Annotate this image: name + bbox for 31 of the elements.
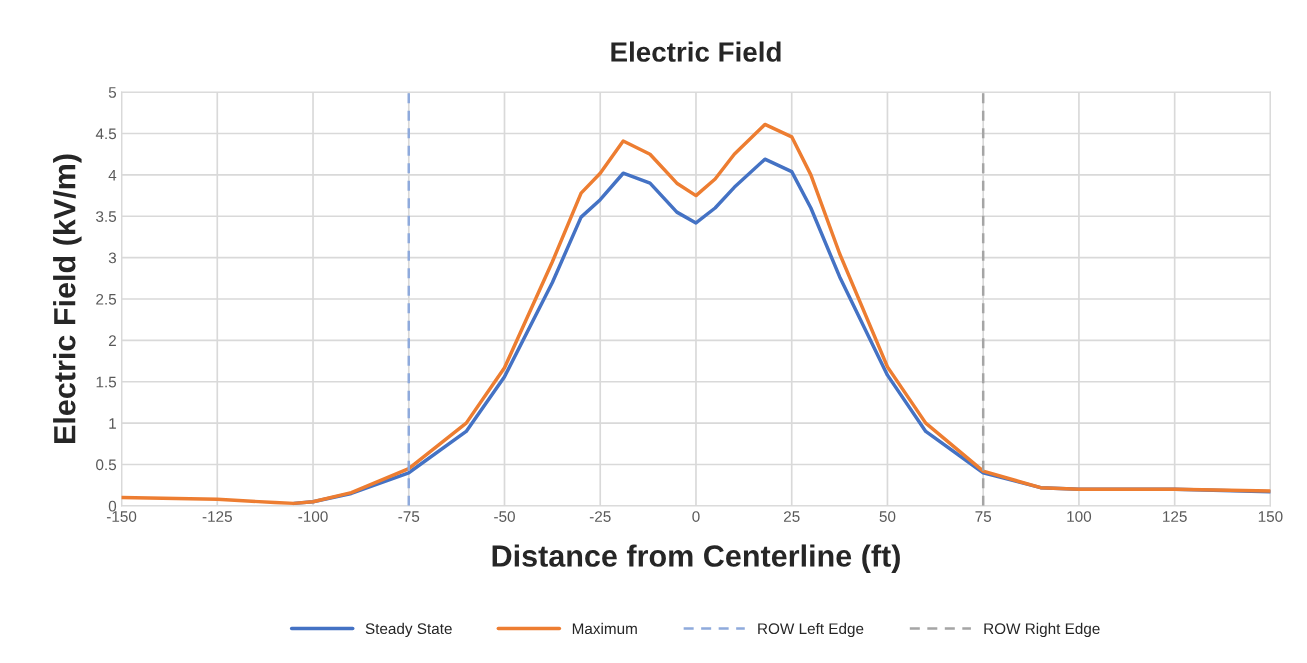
y-tick-label: 3 (108, 252, 117, 264)
x-tick-label: -100 (298, 511, 328, 522)
y-tick-label: 2.5 (96, 293, 117, 305)
x-tick-label: 125 (1163, 511, 1187, 522)
y-tick-label: 2 (108, 335, 116, 346)
y-tick-label: 0 (108, 500, 117, 512)
x-tick-label: 25 (783, 511, 800, 522)
x-tick-label: -25 (589, 511, 611, 522)
legend-label: Steady State (365, 622, 452, 638)
x-tick-label: 0 (692, 511, 700, 522)
x-tick-label: 150 (1258, 511, 1283, 522)
y-tick-label: 4.5 (95, 128, 117, 140)
y-tick-label: 4 (108, 169, 117, 181)
y-tick-label: 1.5 (96, 376, 117, 388)
chart-title: Electric Field (611, 41, 781, 62)
x-tick-label: 50 (879, 511, 896, 522)
y-tick-label: 3.5 (96, 211, 117, 222)
x-tick-label: -125 (202, 511, 232, 522)
y-tick-label: 0.5 (96, 459, 117, 471)
x-tick-label: -75 (398, 511, 420, 522)
x-tick-label: 100 (1067, 511, 1092, 522)
y-tick-label: 5 (108, 87, 117, 98)
y-axis-title: Electric Field (kV/m) (53, 154, 82, 443)
x-tick-label: -150 (106, 511, 137, 522)
legend-label: Maximum (572, 622, 637, 635)
legend-label: ROW Left Edge (758, 622, 864, 638)
x-axis-title: Distance from Centerline (ft) (492, 544, 900, 573)
y-tick-label: 1 (109, 418, 116, 429)
x-tick-label: 75 (975, 511, 992, 522)
x-tick-label: -50 (494, 511, 515, 522)
legend-label: ROW Right Edge (984, 622, 1100, 638)
